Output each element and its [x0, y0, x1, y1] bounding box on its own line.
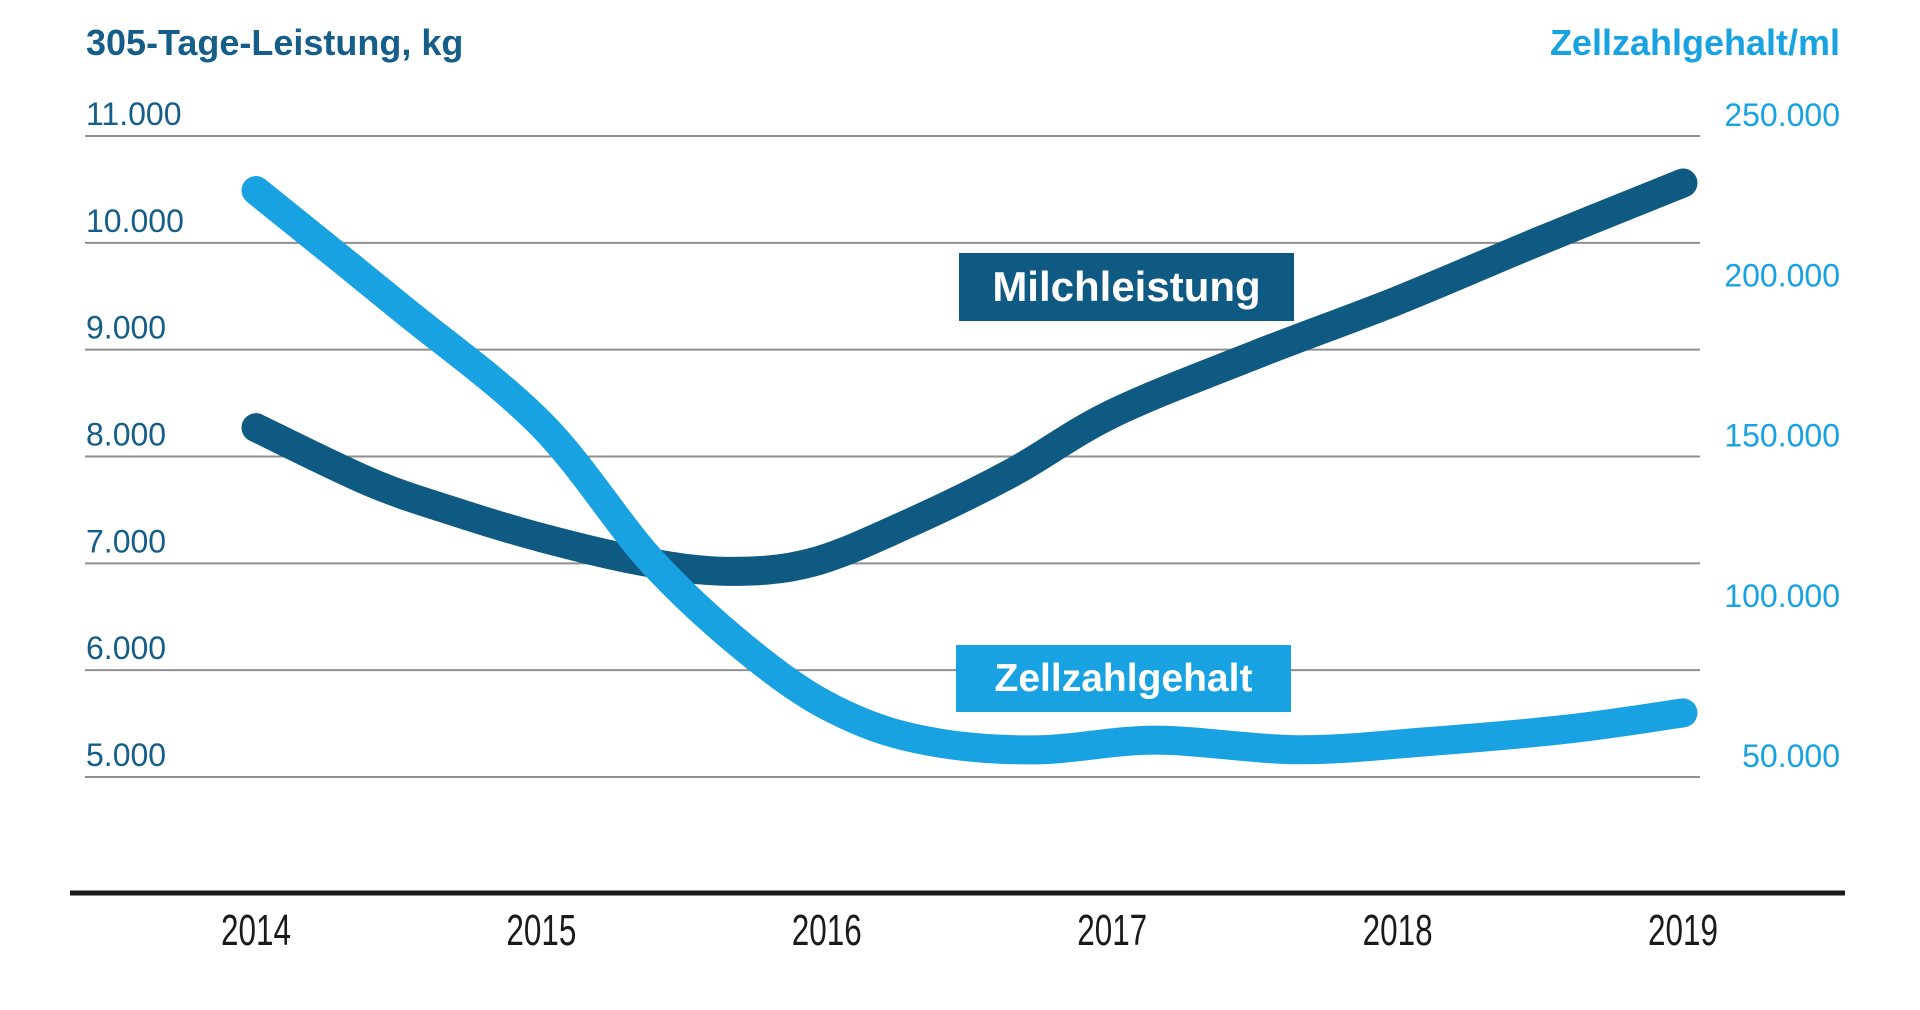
left-axis-tick-label: 11.000 [86, 96, 182, 132]
right-axis-tick-label: 50.000 [1742, 738, 1840, 774]
series-label-box-milchleistung: Milchleistung [959, 253, 1294, 321]
right-axis-tick-label: 100.000 [1724, 578, 1840, 614]
left-axis-tick-label: 5.000 [86, 737, 166, 773]
left-axis-tick-label: 9.000 [86, 310, 166, 346]
x-axis-year-label: 2017 [1077, 906, 1147, 955]
right-axis-tick-label: 150.000 [1724, 418, 1840, 454]
x-axis-year-label: 2015 [506, 906, 576, 955]
milchleistung-curve [241, 168, 1698, 586]
x-axis-year-label: 2019 [1648, 906, 1718, 955]
right-axis-tick-label: 200.000 [1724, 257, 1840, 293]
x-axis-year-label: 2018 [1363, 906, 1433, 955]
left-axis-title: 305-Tage-Leistung, kg [86, 22, 464, 63]
right-axis-tick-label: 250.000 [1724, 97, 1840, 133]
x-axis-year-label: 2014 [221, 906, 291, 955]
zellzahlgehalt-curve [241, 175, 1698, 765]
left-axis-tick-label: 7.000 [86, 523, 166, 559]
left-axis-tick-label: 8.000 [86, 417, 166, 453]
x-axis-year-label: 2016 [792, 906, 862, 955]
series-label-box-zellzahlgehalt: Zellzahlgehalt [956, 645, 1291, 712]
right-axis-title: Zellzahlgehalt/ml [1549, 22, 1840, 63]
left-axis-tick-label: 6.000 [86, 630, 166, 666]
left-axis-tick-label: 10.000 [86, 203, 184, 239]
